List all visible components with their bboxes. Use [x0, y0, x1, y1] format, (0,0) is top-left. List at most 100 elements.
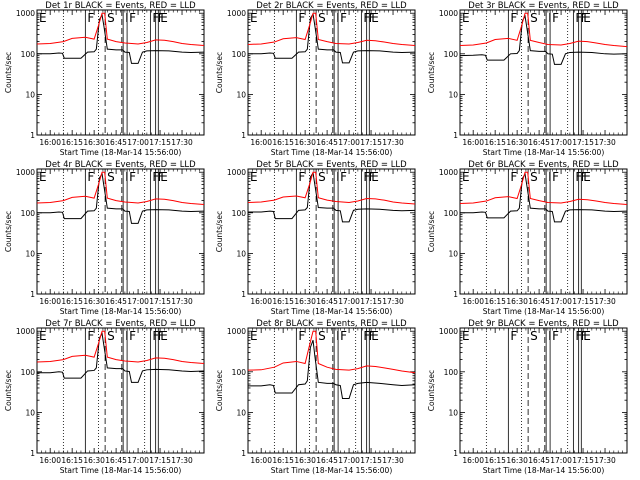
series-events: [37, 172, 205, 224]
y-tick-label: 100: [444, 50, 459, 59]
x-tick-label: 17:00: [550, 456, 572, 465]
y-tick-label: 10: [448, 249, 458, 258]
x-tick-label: 17:30: [171, 138, 193, 147]
panel-title: Det 5r BLACK = Events, RED = LLD: [256, 160, 407, 170]
x-tick-label: 16:45: [528, 138, 550, 147]
marker-label: E: [160, 329, 168, 343]
y-tick-label: 1: [30, 449, 35, 458]
x-tick-label: 16:15: [272, 456, 294, 465]
marker-label: F: [510, 170, 517, 184]
marker-label: E: [39, 329, 47, 343]
panel-title: Det 1r BLACK = Events, RED = LLD: [45, 1, 196, 11]
y-tick-label: 100: [21, 209, 36, 218]
series-events: [248, 340, 416, 399]
marker-label: F: [340, 329, 347, 343]
x-axis-label: Start Time (18-Mar-14 15:56:00): [271, 148, 393, 157]
y-tick-label: 100: [232, 50, 247, 59]
x-tick-label: 16:00: [250, 297, 272, 306]
marker-label: E: [583, 329, 591, 343]
marker-label: F: [340, 170, 347, 184]
x-tick-label: 17:30: [171, 297, 193, 306]
x-tick-label: 17:30: [382, 138, 404, 147]
panel-det-2: Det 2r BLACK = Events, RED = LLD 1 10 100 10…: [215, 1, 416, 157]
panel-title: Det 2r BLACK = Events, RED = LLD: [256, 1, 407, 11]
panel-title: Det 4r BLACK = Events, RED = LLD: [45, 160, 196, 170]
x-tick-label: 16:30: [83, 138, 105, 147]
y-tick-label: 1: [453, 131, 458, 140]
x-tick-label: 16:45: [528, 297, 550, 306]
plot-frame: [36, 9, 205, 136]
x-tick-label: 16:30: [506, 297, 528, 306]
y-tick-label: 1: [453, 290, 458, 299]
x-tick-label: 17:15: [149, 138, 171, 147]
marker-label: F: [369, 170, 376, 184]
x-axis-label: Start Time (18-Mar-14 15:56:00): [271, 307, 393, 316]
marker-label: F: [581, 329, 588, 343]
marker-label: F: [510, 329, 517, 343]
y-axis-label: Counts/sec: [4, 211, 13, 252]
x-tick-label: 17:15: [360, 138, 382, 147]
marker-label: F: [552, 170, 559, 184]
y-axis-label: Counts/sec: [427, 52, 436, 93]
y-tick-label: 1000: [439, 9, 458, 18]
y-axis-label: Counts/sec: [427, 211, 436, 252]
series-lld: [247, 171, 416, 205]
series-lld: [36, 330, 205, 365]
y-tick-label: 100: [232, 209, 247, 218]
series-lld: [459, 12, 628, 48]
y-tick-label: 1: [30, 131, 35, 140]
x-tick-label: 16:00: [462, 297, 484, 306]
x-tick-label: 16:45: [105, 456, 127, 465]
marker-label: E: [39, 170, 47, 184]
y-tick-label: 1000: [439, 168, 458, 177]
y-tick-label: 1000: [227, 327, 246, 336]
x-tick-label: 16:00: [39, 138, 61, 147]
marker-label: F: [298, 170, 305, 184]
marker-label: E: [160, 11, 168, 25]
x-tick-label: 17:15: [572, 138, 594, 147]
marker-label: S: [107, 11, 115, 25]
y-tick-label: 10: [25, 249, 35, 258]
x-tick-label: 17:00: [550, 297, 572, 306]
x-tick-label: 17:00: [338, 138, 360, 147]
x-tick-label: 17:30: [594, 456, 616, 465]
x-axis-label: Start Time (18-Mar-14 15:56:00): [483, 307, 605, 316]
x-tick-label: 16:45: [528, 456, 550, 465]
x-tick-label: 17:00: [127, 138, 149, 147]
marker-label: F: [510, 11, 517, 25]
series-lld: [36, 12, 205, 47]
x-tick-label: 16:30: [83, 297, 105, 306]
marker-label: E: [250, 329, 258, 343]
x-axis-label: Start Time (18-Mar-14 15:56:00): [483, 148, 605, 157]
series-events: [37, 13, 205, 64]
marker-label: E: [371, 170, 379, 184]
x-tick-label: 17:00: [127, 456, 149, 465]
y-tick-label: 10: [448, 408, 458, 417]
marker-label: F: [87, 329, 94, 343]
x-axis-label: Start Time (18-Mar-14 15:56:00): [60, 148, 182, 157]
marker-label: F: [87, 11, 94, 25]
plot-frame: [247, 9, 416, 136]
panel-det-1: Det 1r BLACK = Events, RED = LLD 1 10 100 10…: [4, 1, 205, 157]
marker-label: F: [298, 11, 305, 25]
marker-label: F: [129, 11, 136, 25]
marker-label: S: [530, 11, 538, 25]
x-axis-label: Start Time (18-Mar-14 15:56:00): [60, 307, 182, 316]
marker-label: S: [530, 170, 538, 184]
y-tick-label: 100: [444, 368, 459, 377]
x-tick-label: 17:15: [360, 297, 382, 306]
x-tick-label: 17:15: [149, 297, 171, 306]
y-axis-label: Counts/sec: [4, 370, 13, 411]
marker-label: E: [371, 11, 379, 25]
y-tick-label: 100: [444, 209, 459, 218]
x-tick-label: 16:45: [105, 297, 127, 306]
x-tick-label: 16:00: [39, 297, 61, 306]
x-tick-label: 16:30: [294, 297, 316, 306]
marker-label: F: [129, 329, 136, 343]
marker-label: F: [158, 170, 165, 184]
x-tick-label: 17:30: [171, 456, 193, 465]
marker-label: F: [581, 170, 588, 184]
x-tick-label: 17:15: [572, 297, 594, 306]
marker-label: F: [340, 11, 347, 25]
